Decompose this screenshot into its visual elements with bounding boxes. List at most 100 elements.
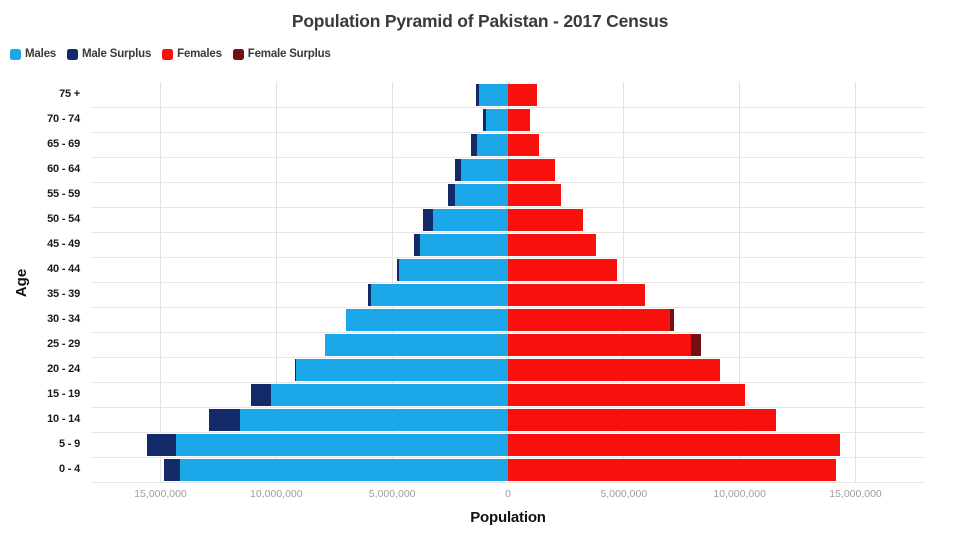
bar-females bbox=[508, 233, 597, 256]
x-tick-label: 5,000,000 bbox=[600, 488, 648, 500]
bar-males bbox=[419, 233, 508, 256]
bar-male-surplus bbox=[414, 233, 420, 256]
gridline-horizontal bbox=[91, 306, 925, 308]
bar-males bbox=[371, 283, 508, 306]
x-axis-title: Population bbox=[470, 509, 546, 526]
gridline-horizontal bbox=[91, 181, 925, 183]
y-axis-title: Age bbox=[13, 268, 30, 298]
legend-label: Male Surplus bbox=[81, 48, 152, 60]
x-tick-label: 10,000,000 bbox=[713, 488, 766, 500]
bar-male-surplus bbox=[146, 433, 176, 456]
gridline-horizontal bbox=[91, 281, 925, 283]
x-tick-label: 10,000,000 bbox=[250, 488, 303, 500]
bar-male-surplus bbox=[396, 258, 400, 281]
legend-label: Males bbox=[25, 48, 56, 60]
legend-item-males: Males bbox=[10, 48, 56, 60]
bar-males bbox=[175, 433, 508, 456]
bar-males bbox=[477, 133, 508, 156]
gridline-horizontal bbox=[91, 381, 925, 383]
bar-male-surplus bbox=[209, 408, 241, 431]
gridline-horizontal bbox=[91, 206, 925, 208]
bar-males bbox=[399, 258, 508, 281]
bar-females bbox=[508, 458, 836, 481]
bar-females bbox=[508, 308, 671, 331]
bar-females bbox=[508, 133, 539, 156]
gridline-horizontal bbox=[91, 456, 925, 458]
legend-item-female-surplus: Female Surplus bbox=[232, 48, 331, 60]
bar-male-surplus bbox=[367, 283, 372, 306]
bar-females bbox=[508, 158, 555, 181]
y-tick-label: 35 - 39 bbox=[47, 288, 80, 300]
y-tick-label: 60 - 64 bbox=[47, 163, 80, 175]
legend-chip-icon bbox=[10, 48, 21, 60]
gridline-horizontal bbox=[91, 481, 925, 483]
bar-males bbox=[479, 83, 508, 106]
chart-title: Population Pyramid of Pakistan - 2017 Ce… bbox=[291, 11, 669, 31]
gridline-horizontal bbox=[91, 156, 925, 158]
bar-female-surplus bbox=[691, 333, 702, 356]
x-tick-label: 5,000,000 bbox=[368, 488, 416, 500]
gridline-horizontal bbox=[91, 406, 925, 408]
gridline-horizontal bbox=[91, 256, 925, 258]
y-tick-label: 15 - 19 bbox=[47, 388, 80, 400]
x-tick-label: 0 bbox=[505, 488, 511, 500]
y-tick-label: 30 - 34 bbox=[47, 313, 80, 325]
x-tick-label: 15,000,000 bbox=[134, 488, 187, 500]
bar-females bbox=[508, 333, 692, 356]
gridline-horizontal bbox=[91, 231, 925, 233]
bar-males bbox=[485, 108, 508, 131]
bar-females bbox=[508, 83, 537, 106]
legend-item-females: Females bbox=[162, 48, 222, 60]
bar-male-surplus bbox=[447, 183, 455, 206]
bar-females bbox=[508, 408, 776, 431]
y-tick-label: 55 - 59 bbox=[47, 188, 80, 200]
bar-males bbox=[345, 308, 508, 331]
bar-males bbox=[432, 208, 508, 231]
bar-females bbox=[508, 383, 746, 406]
y-tick-label: 40 - 44 bbox=[47, 263, 80, 275]
bar-male-surplus bbox=[294, 358, 297, 381]
bar-females bbox=[508, 208, 584, 231]
bar-female-surplus bbox=[670, 308, 674, 331]
legend-chip-icon bbox=[66, 48, 78, 60]
y-tick-label: 65 - 69 bbox=[47, 138, 80, 150]
bar-females bbox=[508, 258, 617, 281]
y-tick-label: 5 - 9 bbox=[58, 438, 80, 450]
legend-item-male-surplus: Male Surplus bbox=[66, 48, 152, 60]
bar-males bbox=[461, 158, 508, 181]
bar-females bbox=[508, 283, 645, 306]
bar-male-surplus bbox=[423, 208, 433, 231]
bar-females bbox=[508, 358, 720, 381]
bar-males bbox=[180, 458, 508, 481]
y-tick-label: 75 + bbox=[59, 88, 80, 100]
gridline-horizontal bbox=[91, 431, 925, 433]
y-tick-label: 0 - 4 bbox=[58, 463, 80, 475]
y-tick-label: 10 - 14 bbox=[47, 413, 80, 425]
bar-females bbox=[508, 108, 530, 131]
legend-chip-icon bbox=[162, 48, 174, 60]
y-tick-label: 20 - 24 bbox=[47, 363, 80, 375]
gridline-horizontal bbox=[91, 131, 925, 133]
x-tick-label: 15,000,000 bbox=[829, 488, 882, 500]
y-tick-label: 45 - 49 bbox=[47, 238, 80, 250]
bar-male-surplus bbox=[470, 133, 478, 156]
legend-label: Females bbox=[177, 48, 222, 60]
bar-males bbox=[324, 333, 508, 356]
bar-males bbox=[240, 408, 508, 431]
bar-male-surplus bbox=[476, 83, 480, 106]
y-tick-label: 25 - 29 bbox=[47, 338, 80, 350]
y-tick-label: 50 - 54 bbox=[47, 213, 80, 225]
legend: Males Male Surplus Females Female Surplus bbox=[10, 48, 331, 60]
gridline-horizontal bbox=[91, 356, 925, 358]
bar-male-surplus bbox=[454, 158, 462, 181]
gridline-horizontal bbox=[91, 106, 925, 108]
gridline-horizontal bbox=[91, 331, 925, 333]
bar-females bbox=[508, 433, 841, 456]
legend-chip-icon bbox=[232, 48, 244, 60]
bar-males bbox=[270, 383, 508, 406]
y-tick-label: 70 - 74 bbox=[47, 113, 80, 125]
bar-males bbox=[454, 183, 508, 206]
bar-male-surplus bbox=[250, 383, 271, 406]
bar-male-surplus bbox=[482, 108, 486, 131]
